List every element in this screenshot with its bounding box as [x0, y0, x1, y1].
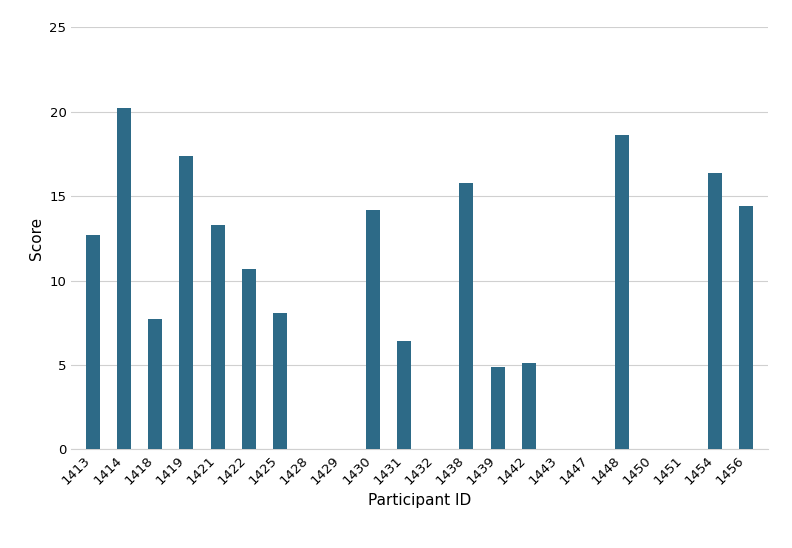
Bar [522, 363, 535, 449]
Bar [148, 319, 162, 449]
Bar [86, 235, 100, 449]
Bar [398, 341, 411, 449]
Bar [708, 173, 722, 449]
Bar [615, 135, 629, 449]
X-axis label: Participant ID: Participant ID [368, 493, 471, 508]
Bar [490, 367, 505, 449]
Bar [117, 109, 131, 449]
Bar [242, 269, 256, 449]
Bar [180, 156, 193, 449]
Bar [459, 182, 474, 449]
Bar [272, 313, 287, 449]
Bar [740, 206, 753, 449]
Bar [211, 225, 224, 449]
Bar [366, 210, 380, 449]
Y-axis label: Score: Score [29, 217, 44, 260]
